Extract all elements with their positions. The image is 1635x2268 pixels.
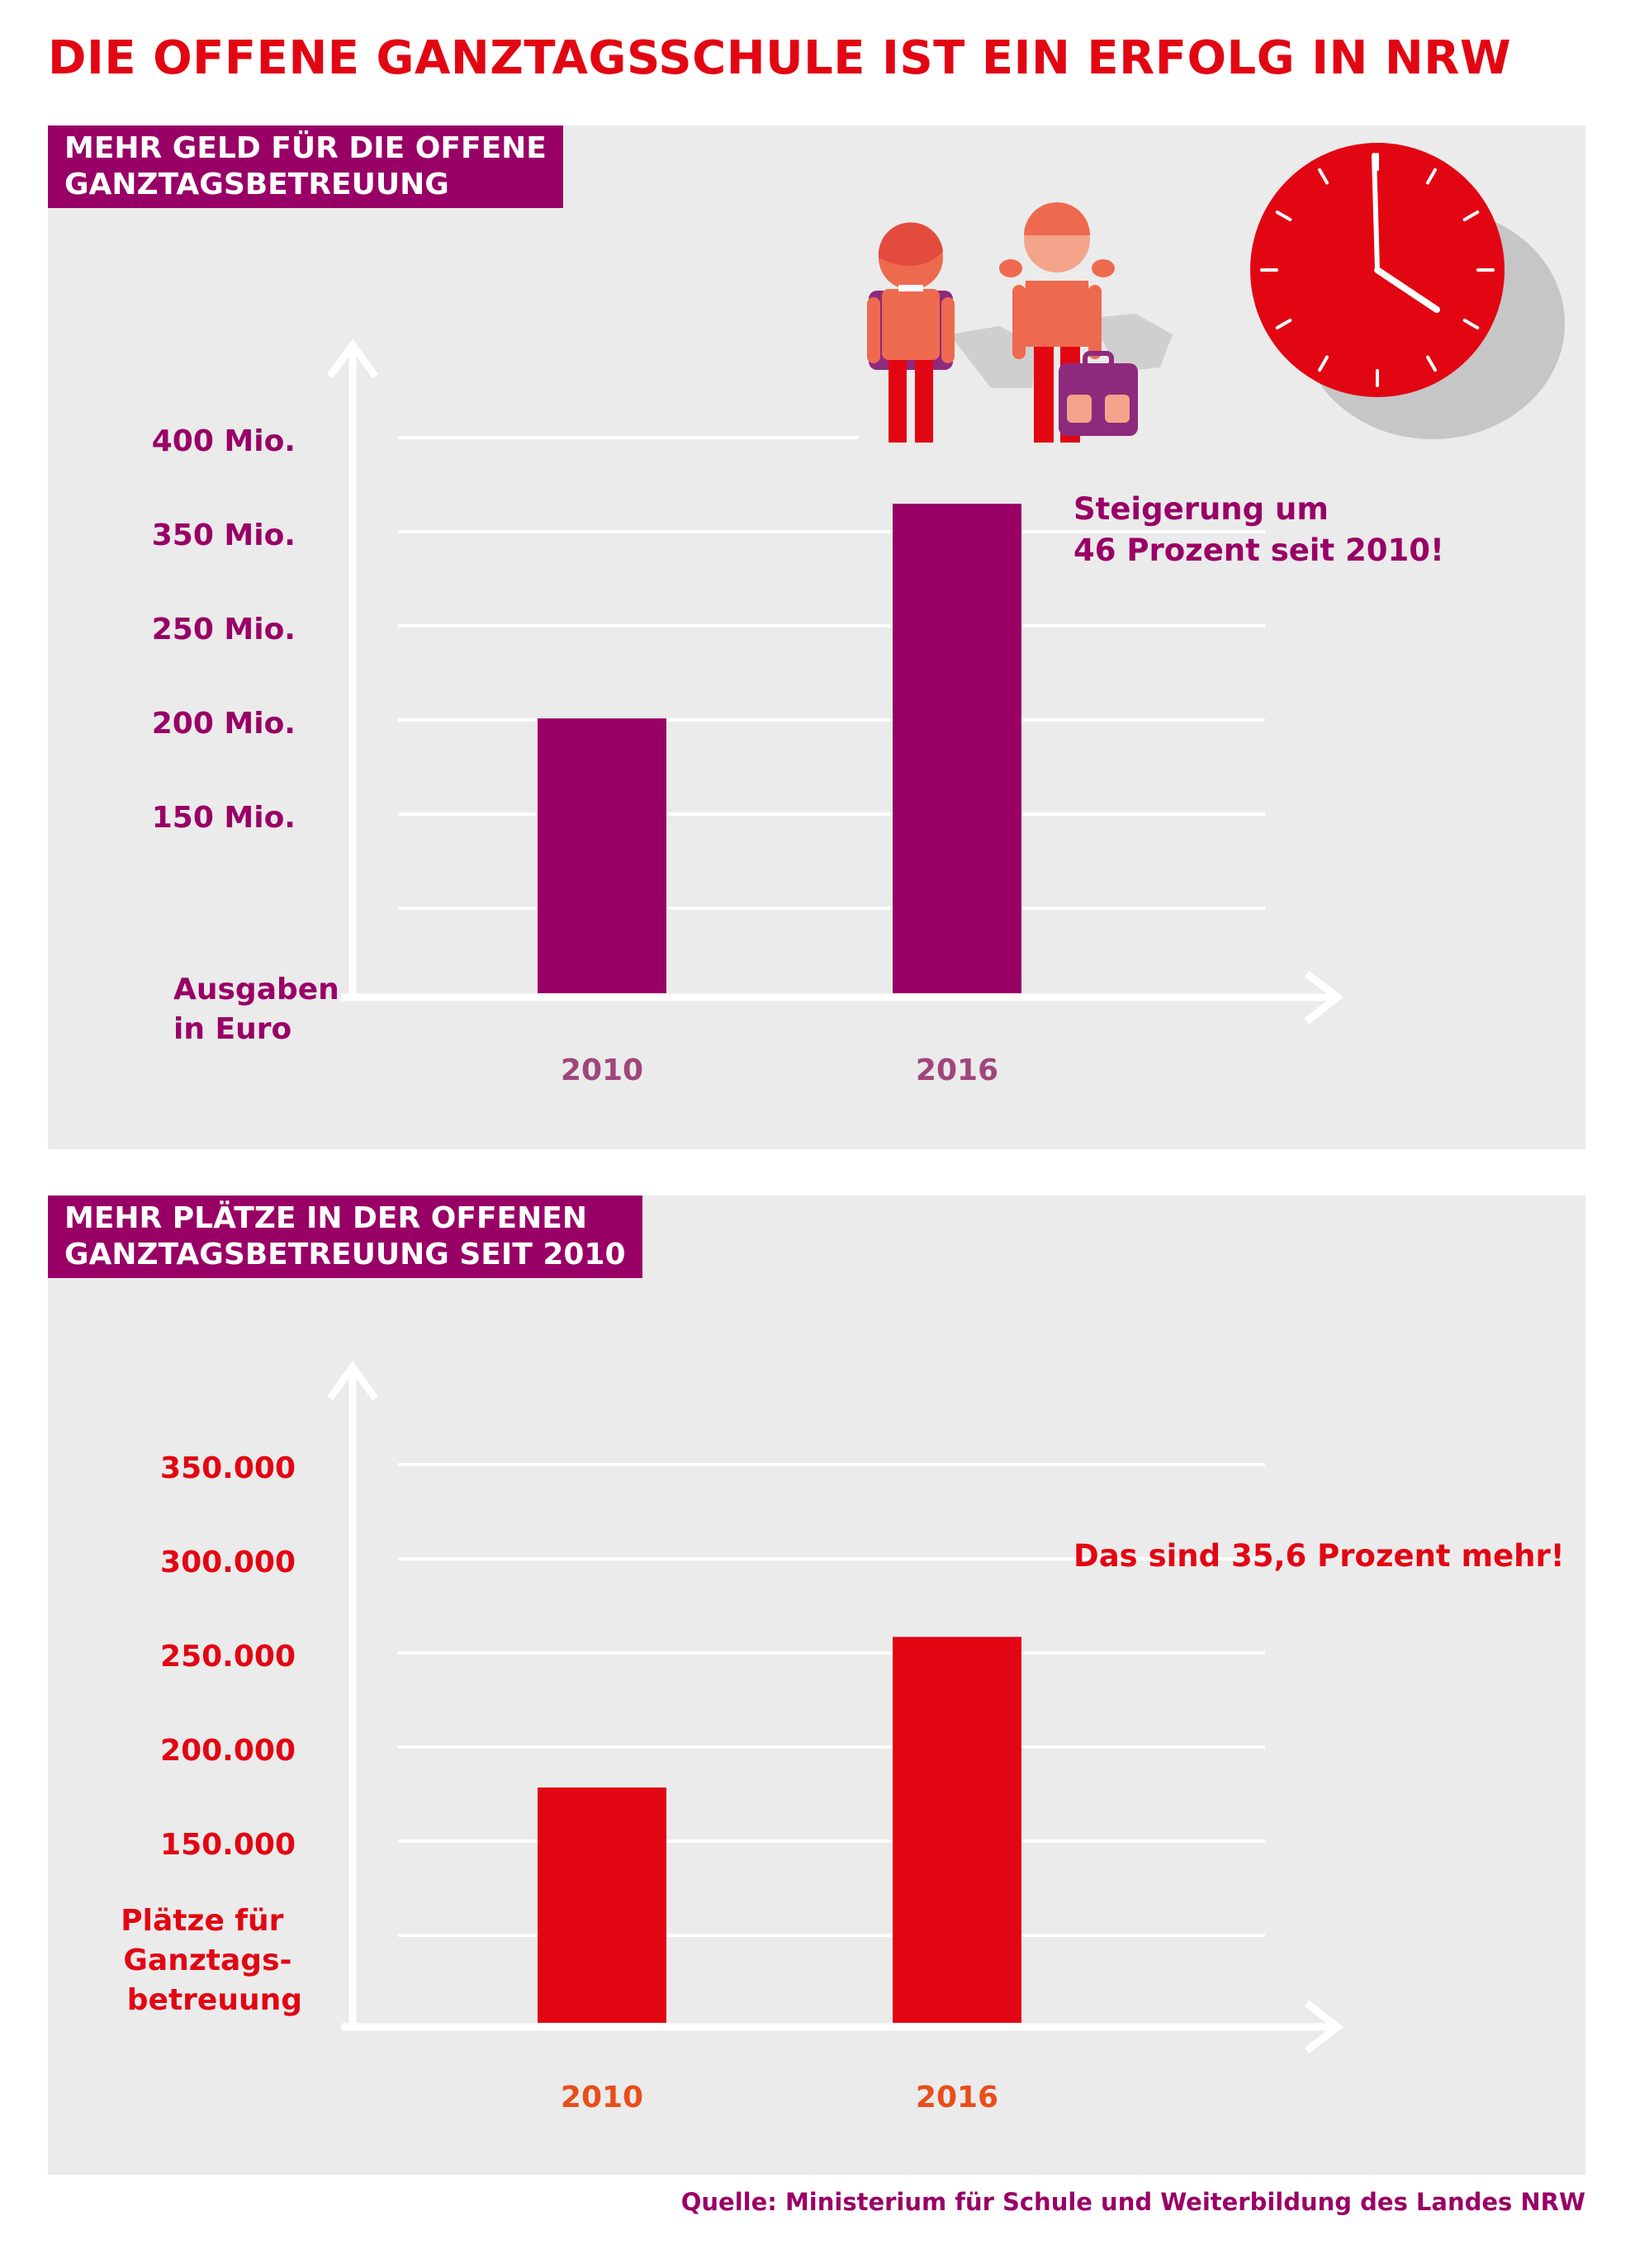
ytick-label: 300.000 [160,1546,296,1579]
clock-tick [1275,211,1292,221]
y-axis-title: Ausgaben in Euro [173,973,349,1046]
places-panel-tag: MEHR PLÄTZE IN DER OFFENEN GANZTAGSBETRE… [48,1196,642,1278]
source-note: Quelle: Ministerium für Schule und Weite… [680,2188,1585,2216]
ytick-label: 150 Mio. [152,801,296,835]
y-axis-title-line-2: in Euro [173,1012,291,1046]
y-axis-title-line-1: Plätze für [121,1904,283,1938]
spending-panel-tag: MEHR GELD FÜR DIE OFFENE GANZTAGSBETREUU… [48,125,563,208]
ytick-label: 200 Mio. [152,707,296,741]
spending-annotation-line-2: 46 Prozent seit 2010! [1073,533,1444,568]
clock-tick [1462,319,1480,329]
ytick-label: 350.000 [160,1451,296,1485]
spending-axes [326,339,1344,1025]
places-bar-2010 [538,1787,666,2023]
clock-tick [1426,168,1437,185]
places-bar-2016 [893,1636,1021,2023]
ytick-label: 350 Mio. [152,518,296,552]
spending-bar-2010 [538,718,666,993]
clock-tick [1462,211,1480,221]
y-axis-title-line-1: Ausgaben [173,973,339,1006]
spending-annotation: Steigerung um 46 Prozent seit 2010! [1073,489,1444,571]
clock-tick [1426,355,1437,372]
clock-tick [1275,319,1292,329]
clock-icon [1250,143,1565,439]
spending-tag-line-2: GANZTAGSBETREUUNG [64,168,449,201]
places-tag-line-2: GANZTAGSBETREUUNG SEIT 2010 [64,1238,626,1271]
ytick-label: 150.000 [160,1828,296,1862]
spending-annotation-line-1: Steigerung um [1073,491,1329,527]
spending-chart: 400 Mio. 350 Mio. 250 Mio. 200 Mio. 150 … [152,339,1344,1087]
y-axis-title-line-2: Ganztags- [123,1944,291,1977]
category-label: 2016 [916,2081,998,2114]
places-axes [326,1361,1344,2054]
ytick-label: 200.000 [160,1734,296,1768]
places-tag-line-1: MEHR PLÄTZE IN DER OFFENEN [64,1201,587,1235]
places-chart: 350.000 300.000 250.000 200.000 150.000 … [121,1361,1344,2114]
clock-tick [1318,168,1329,185]
ytick-label: 250 Mio. [152,613,296,646]
ytick-label: 250.000 [160,1640,296,1674]
category-label: 2016 [916,1054,998,1087]
y-axis-title: Plätze für Ganztags- betreuung [121,1904,302,2017]
spending-tag-line-1: MEHR GELD FÜR DIE OFFENE [64,131,547,165]
category-label: 2010 [561,2081,643,2114]
y-axis-title-line-3: betreuung [127,1983,302,2017]
spending-bar-2016 [893,504,1021,993]
category-label: 2010 [561,1054,643,1087]
ytick-label: 400 Mio. [152,424,296,458]
children-icon [867,202,1173,443]
places-annotation: Das sind 35,6 Prozent mehr! [1073,1538,1565,1574]
page-title: DIE OFFENE GANZTAGSSCHULE IST EIN ERFOLG… [48,31,1512,85]
clock-tick [1318,355,1329,372]
